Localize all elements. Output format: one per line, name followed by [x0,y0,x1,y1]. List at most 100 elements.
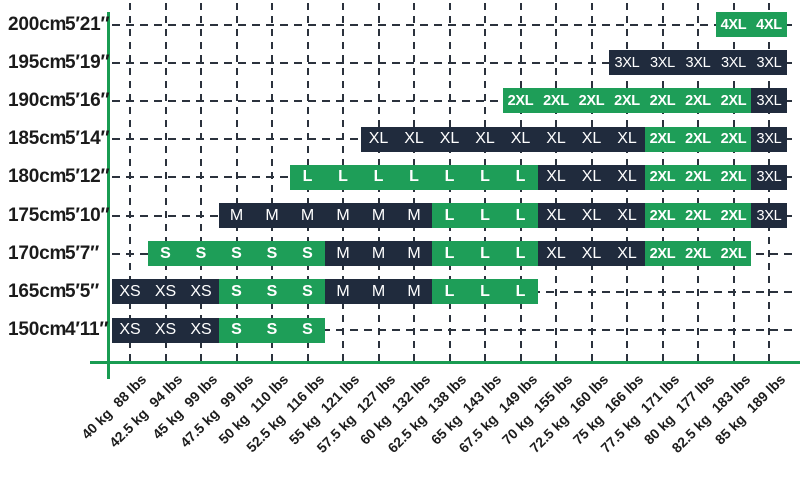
size-cell-175cm-m: M [289,203,326,228]
size-cell-165cm-s: S [218,279,255,305]
height-cm-label: 200cm [8,13,67,35]
horizontal-gridline [112,99,792,102]
vertical-gridline [271,3,273,361]
size-cell-170cm-2xl: 2XL [644,241,681,267]
size-cell-150cm-s: S [289,317,326,343]
y-axis-label-170cm: 170cm 5′7″ [8,243,99,265]
height-ft-label: 5′7″ [65,242,99,264]
size-cell-185cm-xl: XL [396,126,432,152]
size-cell-175cm-l: L [467,203,503,228]
size-cell-170cm-2xl: 2XL [715,241,752,267]
height-cm-label: 180cm [8,166,67,188]
size-cell-170cm-xl: XL [538,241,574,267]
y-axis-label-190cm: 190cm 5′16″ [8,89,110,112]
size-cell-170cm-s: S [147,241,184,267]
size-cell-180cm-2xl: 2XL [715,164,752,190]
size-cell-175cm-2xl: 2XL [715,203,752,228]
size-cell-165cm-m: M [396,279,432,305]
size-cell-180cm-l: L [396,164,432,190]
size-cell-190cm-2xl: 2XL [680,88,716,114]
size-cell-180cm-l: L [431,164,468,190]
height-cm-label: 175cm [8,204,67,226]
size-cell-175cm-m: M [325,203,361,228]
size-cell-185cm-xl: XL [360,126,397,152]
size-cell-170cm-s: S [254,241,290,267]
size-cell-175cm-xl: XL [538,203,574,228]
size-cell-165cm-xs: XS [183,279,219,305]
vertical-gridline [200,3,202,361]
size-cell-175cm-m: M [254,203,290,228]
size-cell-180cm-xl: XL [609,164,645,190]
size-cell-150cm-s: S [254,317,290,343]
size-cell-150cm-xs: XS [183,317,219,343]
height-cm-label: 190cm [8,89,67,111]
y-axis-label-200cm: 200cm 5′21″ [8,13,110,36]
size-cell-185cm-xl: XL [573,126,610,152]
size-cell-195cm-3xl: 3XL [751,50,787,76]
vertical-gridline [164,3,167,361]
size-cell-185cm-2xl: 2XL [644,126,681,152]
size-cell-190cm-2xl: 2XL [538,88,574,114]
size-cell-180cm-3xl: 3XL [751,164,787,190]
size-cell-190cm-2xl: 2XL [609,88,645,114]
size-cell-165cm-xs: XS [112,279,148,305]
size-cell-180cm-l: L [325,164,361,190]
height-ft-label: 5′12″ [65,166,110,188]
y-axis-label-165cm: 165cm 5′5″ [8,281,99,303]
weight-lbs-label: 189 lbs [743,371,789,416]
size-cell-185cm-2xl: 2XL [715,126,752,152]
size-cell-170cm-xl: XL [609,241,645,267]
horizontal-gridline [112,61,792,64]
size-cell-165cm-l: L [502,279,539,305]
size-cell-165cm-l: L [467,279,503,305]
size-cell-165cm-l: L [431,279,468,305]
y-axis-label-175cm: 175cm 5′10″ [8,204,110,227]
size-cell-150cm-xs: XS [147,317,184,343]
size-cell-175cm-l: L [502,203,539,228]
size-cell-175cm-3xl: 3XL [751,203,787,228]
height-cm-label: 165cm [8,280,67,302]
size-cell-170cm-xl: XL [573,241,610,267]
horizontal-gridline [112,23,792,26]
size-cell-175cm-xl: XL [573,203,610,228]
size-cell-170cm-l: L [431,241,468,267]
size-cell-165cm-s: S [254,279,290,305]
size-cell-150cm-xs: XS [112,317,148,343]
size-cell-175cm-m: M [396,203,432,228]
size-cell-195cm-3xl: 3XL [680,50,716,76]
size-cell-185cm-xl: XL [431,126,468,152]
size-cell-165cm-s: S [289,279,326,305]
y-axis-label-180cm: 180cm 5′12″ [8,166,110,188]
size-cell-185cm-xl: XL [502,126,539,152]
size-cell-185cm-xl: XL [467,126,503,152]
y-axis-label-195cm: 195cm 5′19″ [8,51,110,74]
size-cell-170cm-2xl: 2XL [680,241,716,267]
size-cell-195cm-3xl: 3XL [644,50,681,76]
size-cell-190cm-3xl: 3XL [751,88,787,114]
height-ft-label: 5′14″ [65,128,110,150]
height-ft-label: 5′16″ [65,89,110,111]
height-ft-label: 5′21″ [65,13,110,35]
height-cm-label: 150cm [8,319,67,341]
size-cell-180cm-2xl: 2XL [644,164,681,190]
size-cell-165cm-m: M [325,279,361,305]
size-cell-170cm-m: M [360,241,397,267]
size-cell-200cm-4xl: 4XL [715,12,752,37]
size-cell-175cm-l: L [431,203,468,228]
size-cell-190cm-2xl: 2XL [644,88,681,114]
size-cell-180cm-l: L [467,164,503,190]
size-cell-170cm-l: L [502,241,539,267]
size-cell-175cm-2xl: 2XL [644,203,681,228]
height-cm-label: 170cm [8,242,67,264]
size-cell-185cm-3xl: 3XL [751,126,787,152]
height-cm-label: 185cm [8,128,67,150]
size-cell-180cm-xl: XL [538,164,574,190]
size-cell-175cm-xl: XL [609,203,645,228]
size-cell-170cm-s: S [289,241,326,267]
height-cm-label: 195cm [8,51,67,73]
size-cell-185cm-xl: XL [538,126,574,152]
size-cell-180cm-xl: XL [573,164,610,190]
size-cell-190cm-2xl: 2XL [502,88,539,114]
height-ft-label: 5′10″ [65,204,110,226]
